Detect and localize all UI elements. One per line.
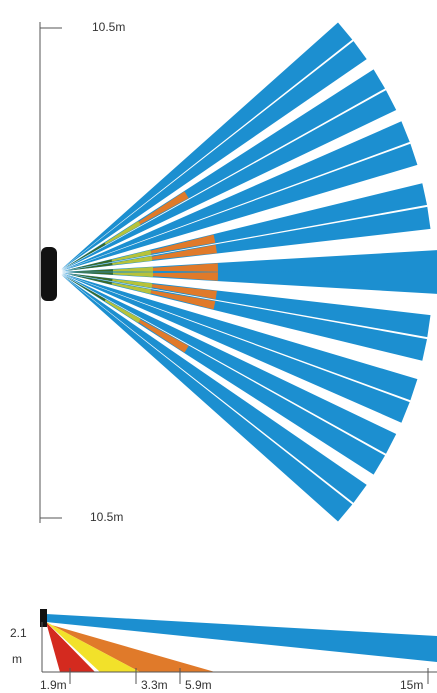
distance-label: 1.9m xyxy=(40,678,67,692)
beam xyxy=(67,274,112,285)
side-beam xyxy=(46,622,140,672)
side-beam xyxy=(46,622,95,672)
side-sensor xyxy=(40,609,47,627)
side-beam xyxy=(46,622,215,672)
distance-label: 5.9m xyxy=(185,678,212,692)
beam xyxy=(61,143,418,271)
beam xyxy=(67,273,113,282)
height-label: 2.1 xyxy=(10,626,27,640)
beam xyxy=(61,273,397,454)
beam xyxy=(61,183,428,272)
beam xyxy=(67,262,113,271)
top-view-beams xyxy=(61,22,437,522)
beam xyxy=(66,242,106,267)
beam xyxy=(61,274,353,522)
distance-label: 15m xyxy=(400,678,423,692)
beam xyxy=(61,22,353,270)
range-label: 10.5m xyxy=(90,510,123,524)
beam xyxy=(62,272,431,338)
beam xyxy=(61,272,428,361)
beam xyxy=(61,90,397,271)
beam xyxy=(68,269,113,272)
beam xyxy=(61,273,410,423)
beam xyxy=(61,274,367,503)
beam xyxy=(67,259,112,270)
range-label: 10.5m xyxy=(92,20,125,34)
distance-label: 3.3m xyxy=(141,678,168,692)
beam xyxy=(62,250,437,273)
beam xyxy=(68,272,113,275)
beam xyxy=(62,271,437,294)
beam xyxy=(61,121,410,271)
height-unit: m xyxy=(12,652,22,666)
beam xyxy=(66,277,106,302)
beam xyxy=(61,41,367,270)
beam xyxy=(62,206,431,272)
beam xyxy=(61,273,418,401)
side-beam xyxy=(46,614,437,662)
sensor xyxy=(41,247,57,301)
side-view: 2.1 m 1.9m 3.3m 5.9m 15m xyxy=(10,609,437,692)
